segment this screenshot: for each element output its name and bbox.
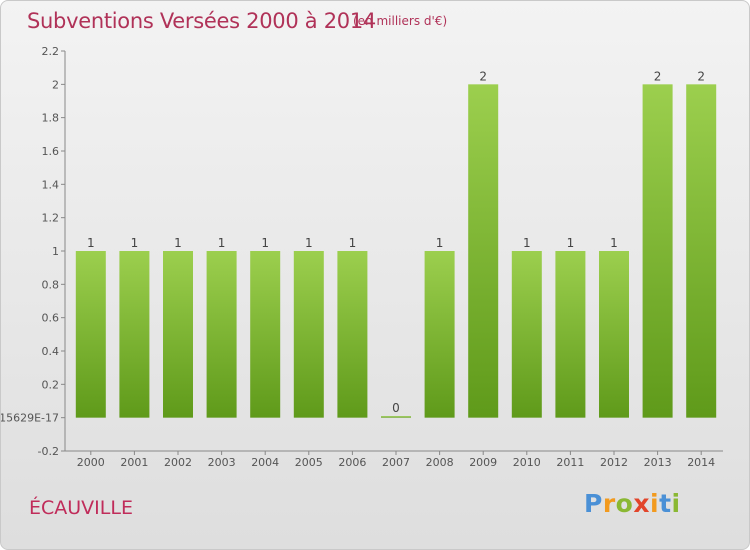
x-tick-label: 2002	[164, 456, 192, 469]
data-label: 2	[697, 69, 705, 83]
logo-letter: x	[633, 489, 650, 518]
bar	[424, 251, 455, 418]
bar	[642, 84, 673, 418]
data-label: 2	[654, 69, 662, 83]
x-tick-label: 2001	[120, 456, 148, 469]
data-label: 1	[567, 236, 575, 250]
y-tick-label: 0.6	[42, 312, 60, 325]
y-tick-label: 1.2	[42, 212, 60, 225]
logo-letter: t	[659, 489, 672, 518]
logo-letter: r	[602, 489, 616, 518]
x-tick-label: 2009	[469, 456, 497, 469]
x-tick-label: 2012	[600, 456, 628, 469]
commune-name: ÉCAUVILLE	[29, 497, 133, 519]
logo-letter: o	[615, 489, 634, 518]
bar	[206, 251, 237, 418]
y-tick-label: 1	[52, 245, 59, 258]
bar	[686, 84, 717, 418]
data-label: 0	[392, 401, 400, 415]
data-label: 1	[131, 236, 139, 250]
x-tick-label: 2013	[644, 456, 672, 469]
y-tick-label: 0.2	[42, 378, 60, 391]
bar	[250, 251, 281, 418]
bar	[75, 251, 106, 418]
data-label: 1	[305, 236, 313, 250]
bars	[75, 84, 717, 418]
x-tick-label: 2003	[208, 456, 236, 469]
y-tick-label: 2	[52, 78, 59, 91]
data-label: 2	[479, 69, 487, 83]
x-tick-label: 2008	[426, 456, 454, 469]
data-label: 1	[218, 236, 226, 250]
chart-subtitle: (en milliers d'€)	[353, 14, 448, 28]
bar	[381, 416, 411, 418]
y-tick-label: -0.2	[38, 445, 59, 458]
bar	[468, 84, 499, 418]
data-label: 1	[523, 236, 531, 250]
x-tick-label: 2000	[77, 456, 105, 469]
axes: -0.2 -1.15629E-17 0.2 0.4 0.6 0.8 1 1.2 1.4 1.6 1.…	[1, 45, 723, 469]
logo-letter: i	[671, 489, 681, 518]
logo-letter: i	[650, 489, 660, 518]
x-tick-label: 2004	[251, 456, 279, 469]
bar	[293, 251, 324, 418]
x-tick-label: 2005	[295, 456, 323, 469]
data-label: 1	[174, 236, 182, 250]
logo-letter: P	[584, 489, 603, 518]
data-label: 1	[436, 236, 444, 250]
value-labels: 1 1 1 1 1 1 1 0 1 2 1 1 1 2 2	[87, 69, 705, 415]
x-tick-label: 2011	[556, 456, 584, 469]
y-tick-label: 0.8	[42, 278, 60, 291]
y-tick-label: 1.4	[42, 178, 60, 191]
bar	[163, 251, 193, 418]
bar	[511, 251, 542, 418]
y-tick-label: 2.2	[42, 45, 60, 58]
y-tick-label: -1.15629E-17	[1, 412, 59, 425]
data-label: 1	[610, 236, 618, 250]
x-tick-label: 2006	[338, 456, 366, 469]
bar	[555, 251, 586, 418]
data-label: 1	[87, 236, 95, 250]
x-tick-label: 2010	[513, 456, 541, 469]
bar	[599, 251, 629, 418]
y-tick-label: 1.6	[42, 145, 60, 158]
data-label: 1	[261, 236, 269, 250]
y-tick-label: 0.4	[42, 345, 60, 358]
chart-title: Subventions Versées 2000 à 2014	[27, 9, 376, 33]
x-tick-label: 2007	[382, 456, 410, 469]
proxiti-logo: Proxiti	[584, 489, 681, 518]
bar	[337, 251, 368, 418]
y-tick-label: 1.8	[42, 112, 60, 125]
data-label: 1	[349, 236, 357, 250]
x-tick-label: 2014	[687, 456, 715, 469]
bar	[119, 251, 150, 418]
